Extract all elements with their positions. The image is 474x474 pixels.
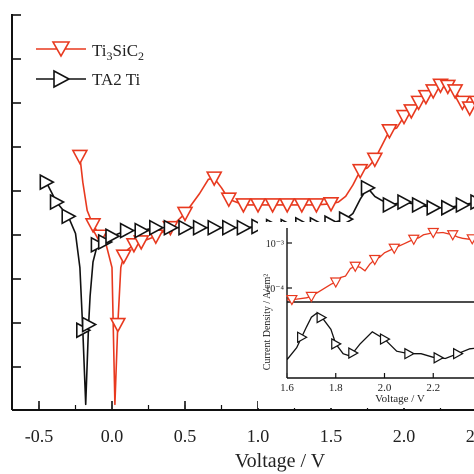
legend-label-ta2ti: TA2 Ti [92,70,141,89]
data-marker-ti3sic2 [461,101,474,117]
data-marker-ti3sic2 [84,218,102,234]
inset-background [258,222,474,408]
inset-data-marker-ti3sic2 [427,227,440,239]
inset-data-marker-ti3sic2 [407,234,420,246]
inset-series [285,227,474,364]
inset-y-axis-label: Current Density / A/cm² [262,274,273,371]
data-marker-ta2ti [207,219,223,237]
inset-data-marker-ta2ti [433,351,445,364]
inset-data-marker-ti3sic2 [305,291,318,303]
data-marker-ti3sic2 [176,206,194,223]
inset-data-marker-ti3sic2 [349,261,362,273]
data-marker-ti3sic2 [417,89,435,106]
data-marker-ti3sic2 [381,124,398,140]
legend-label-ti3sic2: Ti3SiC2 [92,41,144,63]
inset-data-marker-ti3sic2 [388,243,401,255]
data-marker-ta2ti [134,222,150,239]
data-marker-ta2ti [163,219,180,237]
data-marker-ta2ti [105,227,121,245]
inset-y-tick-label: 10⁻⁴ [265,284,284,295]
inset-data-marker-ta2ti [316,311,328,324]
x-tick-label: 2.5 [466,426,474,446]
data-marker-ti3sic2 [109,317,127,334]
data-marker-ti3sic2 [264,198,281,214]
data-marker-ti3sic2 [366,152,384,169]
inset-x-axis-label: Voltage / V [375,393,425,405]
x-tick-label: 0.5 [174,426,197,446]
data-marker-ta2ti [440,199,457,217]
data-marker-ta2ti [426,199,442,217]
data-marker-ti3sic2 [278,198,296,214]
data-marker-ti3sic2 [410,95,427,112]
inset-data-marker-ta2ti [297,331,308,344]
data-marker-ta2ti [49,193,66,211]
data-marker-ti3sic2 [395,109,413,126]
data-marker-ta2ti [360,179,377,197]
data-marker-ta2ti [178,219,194,237]
data-marker-ta2ti [192,219,209,237]
data-marker-ti3sic2 [132,235,150,251]
inset-data-marker-ti3sic2 [285,294,298,306]
x-tick-label: -0.5 [25,426,54,446]
data-marker-ta2ti [470,193,474,211]
x-tick-label: 2.0 [393,426,416,446]
data-marker-ti3sic2 [446,84,464,100]
inset-data-marker-ta2ti [379,333,391,346]
data-marker-ti3sic2 [115,249,133,265]
data-marker-ti3sic2 [424,84,442,100]
data-marker-ti3sic2 [235,198,252,214]
inset-x-tick-label: 1.8 [329,382,343,394]
x-tick-label: 1.5 [320,426,343,446]
inset-x-tick-label: 2.2 [426,382,440,394]
data-marker-ta2ti [119,222,136,239]
inset-x-tick-label: 1.6 [280,382,294,394]
inset-data-marker-ta2ti [331,337,342,350]
inset-data-marker-ti3sic2 [368,254,381,266]
data-marker-ta2ti [149,219,165,237]
inset-x-tick-label: 2.0 [378,382,392,394]
data-marker-ta2ti [61,207,77,225]
inset-data-marker-ta2ti [348,347,360,360]
main-axes [11,14,474,411]
legend: Ti3SiC2 TA2 Ti [36,41,144,89]
data-marker-ta2ti [222,219,238,237]
data-marker-ti3sic2 [402,104,420,120]
data-marker-ti3sic2 [308,198,325,214]
data-marker-ti3sic2 [220,192,238,208]
data-marker-ti3sic2 [293,198,311,214]
legend-marker-ta2ti [53,69,71,89]
inset-data-marker-ti3sic2 [329,277,342,289]
inset-axes: 1.61.82.02.22.410⁻³10⁻⁴ [265,228,474,394]
data-marker-ta2ti [382,196,399,214]
inset-data-marker-ta2ti [404,347,416,360]
data-marker-ta2ti [411,196,428,214]
data-marker-ti3sic2 [249,198,267,214]
data-marker-ti3sic2 [351,163,369,180]
x-tick-label: 0.0 [101,426,124,446]
data-marker-ta2ti [39,173,55,191]
data-marker-ta2ti [81,316,98,333]
data-marker-ta2ti [236,219,253,237]
data-marker-ti3sic2 [71,149,89,166]
data-marker-ta2ti [455,196,472,214]
legend-marker-ti3sic2 [51,41,71,58]
x-axis-label: Voltage / V [235,450,326,472]
data-marker-ta2ti [397,193,413,211]
inset-chart: 1.61.82.02.22.410⁻³10⁻⁴ Current Density … [258,222,474,408]
data-marker-ti3sic2 [205,171,223,187]
x-tick-label: 1.0 [247,426,270,446]
inset-y-tick-label: 10⁻³ [266,239,284,250]
inset-series-line-ti3sic2 [286,231,474,301]
main-ticks: -0.5 0.0 0.5 1.0 1.5 2.0 2.5 [12,14,474,446]
inset-data-marker-ta2ti [453,347,464,360]
inset-data-marker-ti3sic2 [446,230,459,241]
inset-data-marker-ti3sic2 [466,234,474,246]
data-marker-ti3sic2 [322,196,340,213]
